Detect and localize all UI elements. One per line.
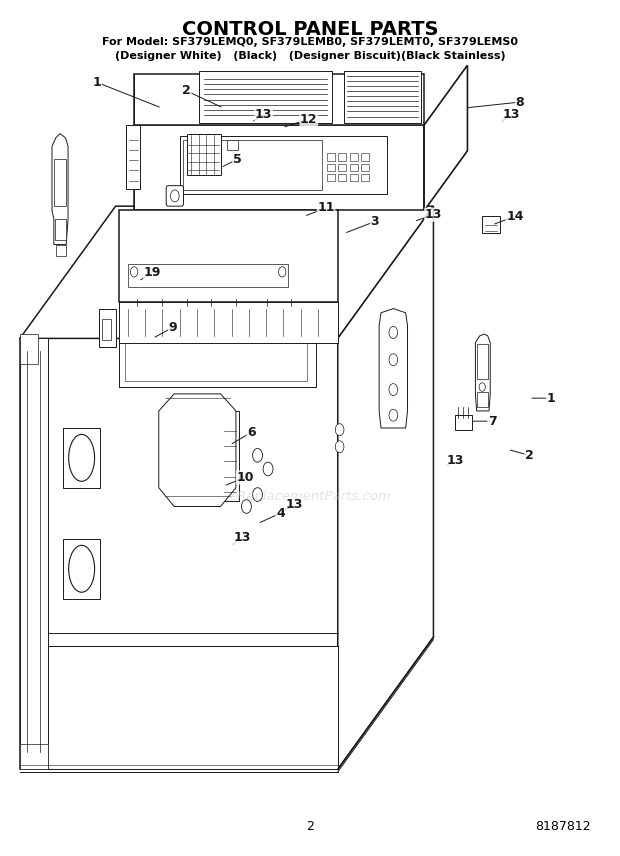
Polygon shape [118, 301, 338, 342]
Circle shape [389, 409, 397, 421]
Polygon shape [48, 645, 338, 770]
Polygon shape [184, 140, 322, 190]
Text: For Model: SF379LEMQ0, SF379LEMB0, SF379LEMT0, SF379LEMS0: For Model: SF379LEMQ0, SF379LEMB0, SF379… [102, 37, 518, 47]
Polygon shape [455, 415, 472, 430]
Circle shape [335, 441, 344, 453]
Text: 13: 13 [286, 498, 303, 511]
Bar [339, 174, 347, 181]
Polygon shape [159, 394, 236, 507]
Polygon shape [126, 125, 140, 189]
Circle shape [335, 424, 344, 436]
Text: 14: 14 [506, 210, 524, 223]
Polygon shape [476, 334, 490, 411]
Polygon shape [63, 539, 100, 598]
Polygon shape [63, 428, 100, 488]
Circle shape [389, 326, 397, 338]
Text: 1: 1 [92, 76, 102, 89]
Ellipse shape [69, 545, 95, 592]
Text: 9: 9 [169, 321, 177, 334]
Text: 2: 2 [525, 449, 533, 461]
Polygon shape [20, 334, 38, 364]
Polygon shape [134, 74, 424, 125]
Polygon shape [199, 71, 332, 122]
Polygon shape [20, 744, 48, 770]
Bar [327, 174, 335, 181]
Text: 13: 13 [446, 454, 464, 467]
Text: 3: 3 [371, 215, 379, 228]
Polygon shape [118, 211, 338, 301]
Ellipse shape [69, 434, 95, 481]
Circle shape [252, 449, 262, 462]
Bar [327, 163, 335, 171]
Bar [350, 163, 358, 171]
Text: 8: 8 [516, 96, 524, 109]
Polygon shape [20, 338, 48, 770]
Polygon shape [128, 265, 288, 288]
Circle shape [278, 267, 286, 277]
Text: 11: 11 [317, 201, 335, 214]
Polygon shape [424, 65, 467, 211]
Text: 13: 13 [503, 108, 520, 121]
Text: 2: 2 [306, 820, 314, 833]
Polygon shape [482, 217, 500, 234]
Text: 10: 10 [236, 471, 254, 484]
Polygon shape [56, 245, 66, 256]
Polygon shape [379, 308, 407, 428]
Text: (Designer White)   (Black)   (Designer Biscuit)(Black Stainless): (Designer White) (Black) (Designer Biscu… [115, 51, 505, 61]
Bar [350, 153, 358, 161]
Polygon shape [338, 206, 433, 770]
Polygon shape [20, 338, 338, 770]
Polygon shape [221, 411, 239, 501]
Bar [350, 174, 358, 181]
Bar [327, 153, 335, 161]
Text: 13: 13 [425, 208, 442, 221]
Text: 7: 7 [488, 414, 497, 428]
Polygon shape [99, 308, 115, 347]
Bar [102, 318, 111, 340]
Circle shape [389, 354, 397, 366]
Polygon shape [180, 136, 387, 194]
Polygon shape [187, 134, 221, 175]
Circle shape [389, 383, 397, 395]
Polygon shape [477, 392, 488, 407]
Circle shape [130, 267, 138, 277]
Polygon shape [55, 219, 66, 241]
Polygon shape [424, 65, 467, 211]
Circle shape [252, 488, 262, 502]
Polygon shape [125, 308, 307, 381]
Text: 12: 12 [300, 113, 317, 126]
Polygon shape [52, 134, 68, 245]
Polygon shape [134, 125, 424, 211]
Text: 6: 6 [247, 425, 255, 439]
Text: 4: 4 [276, 507, 285, 520]
Text: 2: 2 [182, 85, 191, 98]
Bar [339, 163, 347, 171]
Bar [361, 163, 369, 171]
Text: 19: 19 [144, 266, 161, 279]
FancyBboxPatch shape [166, 186, 184, 206]
Polygon shape [344, 71, 421, 122]
Bar [227, 140, 238, 150]
Circle shape [241, 500, 251, 514]
Polygon shape [118, 301, 316, 387]
Text: 8187812: 8187812 [535, 820, 591, 833]
Text: 5: 5 [232, 152, 242, 166]
Text: 13: 13 [233, 531, 251, 544]
Bar [361, 153, 369, 161]
Circle shape [263, 462, 273, 476]
Circle shape [170, 190, 179, 202]
Bar [361, 174, 369, 181]
Polygon shape [477, 344, 488, 378]
Bar [339, 153, 347, 161]
Circle shape [479, 383, 485, 391]
Polygon shape [20, 206, 433, 338]
Text: eReplacementParts.com: eReplacementParts.com [229, 490, 391, 502]
Text: 1: 1 [546, 392, 555, 405]
Polygon shape [55, 159, 66, 206]
Text: 13: 13 [255, 108, 272, 121]
Text: CONTROL PANEL PARTS: CONTROL PANEL PARTS [182, 21, 438, 39]
